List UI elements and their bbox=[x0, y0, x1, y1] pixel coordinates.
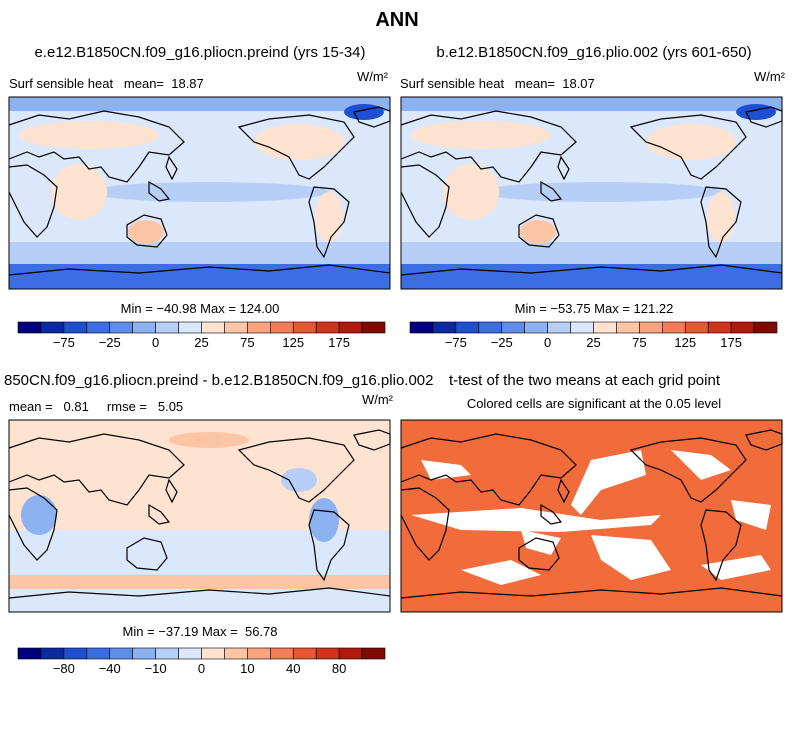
panel-subtitle: Surf sensible heat mean= 18.07 bbox=[400, 76, 595, 91]
colorbar-box bbox=[17, 647, 42, 660]
colorbar-box bbox=[86, 321, 111, 334]
stats: Min = −53.75 Max = 121.22 bbox=[515, 301, 674, 316]
figure-title: ANN bbox=[375, 9, 418, 31]
colorbar-box bbox=[570, 321, 594, 334]
colorbar-box bbox=[178, 647, 202, 660]
colorbar-box bbox=[478, 321, 503, 334]
colorbar-label: −25 bbox=[99, 335, 121, 350]
colorbar-box bbox=[315, 321, 340, 334]
colorbar-box bbox=[270, 647, 294, 660]
colorbar-box bbox=[361, 321, 386, 334]
colorbar-label: −25 bbox=[491, 335, 513, 350]
colorbar-box bbox=[86, 647, 111, 660]
units: W/m² bbox=[362, 392, 394, 407]
colorbar-box bbox=[753, 321, 778, 334]
colorbar-box bbox=[524, 321, 548, 334]
colorbar-box bbox=[270, 321, 294, 334]
colorbar-box bbox=[338, 647, 363, 660]
stats: Min = −37.19 Max = 56.78 bbox=[122, 624, 277, 639]
colorbar-box bbox=[292, 321, 317, 334]
panel-subtitle: Colored cells are significant at the 0.0… bbox=[467, 396, 721, 411]
colorbar-label: 0 bbox=[198, 661, 205, 676]
colorbar-box bbox=[247, 321, 271, 334]
colorbar-label: 175 bbox=[720, 335, 742, 350]
map bbox=[400, 96, 783, 290]
colorbar-label: 10 bbox=[240, 661, 254, 676]
colorbar-label: −75 bbox=[53, 335, 75, 350]
colorbar-box bbox=[684, 321, 709, 334]
panel-title: b.e12.B1850CN.f09_g16.plio.002 (yrs 601-… bbox=[436, 44, 751, 61]
colorbar-label: 75 bbox=[240, 335, 254, 350]
colorbar-box bbox=[432, 321, 457, 334]
colorbar-box bbox=[593, 321, 617, 334]
panel-title: e.e12.B1850CN.f09_g16.pliocn.preind (yrs… bbox=[34, 44, 365, 61]
colorbar-label: 0 bbox=[544, 335, 551, 350]
colorbar-box bbox=[361, 647, 386, 660]
colorbar-box bbox=[201, 647, 225, 660]
map bbox=[8, 419, 391, 613]
colorbar-label: −80 bbox=[53, 661, 75, 676]
colorbar-box bbox=[224, 647, 248, 660]
colorbar-label: 125 bbox=[282, 335, 304, 350]
colorbar-box bbox=[501, 321, 525, 334]
colorbar: −75 −25 0 25 75 125 175 bbox=[17, 321, 386, 350]
colorbar-label: 125 bbox=[674, 335, 696, 350]
colorbar-label: 175 bbox=[328, 335, 350, 350]
colorbar-label: 25 bbox=[194, 335, 208, 350]
colorbar-box bbox=[616, 321, 640, 334]
map bbox=[400, 419, 783, 613]
colorbar-box bbox=[40, 647, 65, 660]
colorbar-box bbox=[17, 321, 42, 334]
colorbar-box bbox=[292, 647, 317, 660]
colorbar: −75 −25 0 25 75 125 175 bbox=[409, 321, 778, 350]
units: W/m² bbox=[754, 69, 786, 84]
colorbar-box bbox=[455, 321, 480, 334]
colorbar-box bbox=[40, 321, 65, 334]
colorbar-label: 0 bbox=[152, 335, 159, 350]
colorbar-label: −40 bbox=[99, 661, 121, 676]
colorbar-box bbox=[201, 321, 225, 334]
panel-subtitle: mean = 0.81 rmse = 5.05 bbox=[9, 399, 183, 414]
stats: Min = −40.98 Max = 124.00 bbox=[121, 301, 280, 316]
colorbar-box bbox=[63, 321, 88, 334]
colorbar-box bbox=[132, 647, 156, 660]
colorbar-box bbox=[63, 647, 88, 660]
colorbar-box bbox=[155, 321, 179, 334]
colorbar-box bbox=[409, 321, 434, 334]
colorbar-box bbox=[662, 321, 686, 334]
map bbox=[8, 96, 391, 290]
colorbar-box bbox=[639, 321, 663, 334]
colorbar-box bbox=[155, 647, 179, 660]
colorbar-label: 75 bbox=[632, 335, 646, 350]
title-backdrop bbox=[440, 370, 455, 390]
colorbar-label: −75 bbox=[445, 335, 467, 350]
panel-subtitle: Surf sensible heat mean= 18.87 bbox=[9, 76, 204, 91]
colorbar: −80 −40 −10 0 10 40 80 bbox=[17, 647, 386, 676]
colorbar-label: 25 bbox=[586, 335, 600, 350]
colorbar-box bbox=[547, 321, 571, 334]
colorbar-label: 80 bbox=[332, 661, 346, 676]
colorbar-box bbox=[224, 321, 248, 334]
colorbar-box bbox=[109, 647, 133, 660]
colorbar-box bbox=[132, 321, 156, 334]
colorbar-box bbox=[707, 321, 732, 334]
panel-title: 850CN.f09_g16.pliocn.preind - b.e12.B185… bbox=[4, 372, 433, 389]
colorbar-box bbox=[109, 321, 133, 334]
colorbar-box bbox=[178, 321, 202, 334]
units: W/m² bbox=[357, 69, 389, 84]
colorbar-label: 40 bbox=[286, 661, 300, 676]
colorbar-box bbox=[315, 647, 340, 660]
panel-title: t-test of the two means at each grid poi… bbox=[449, 372, 721, 389]
colorbar-box bbox=[247, 647, 271, 660]
colorbar-label: −10 bbox=[145, 661, 167, 676]
colorbar-box bbox=[338, 321, 363, 334]
colorbar-box bbox=[730, 321, 755, 334]
